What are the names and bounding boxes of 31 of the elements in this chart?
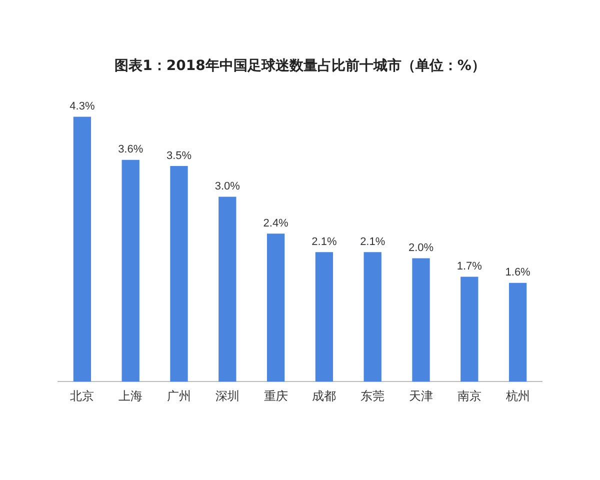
bar [364, 252, 382, 382]
data-label: 3.6% [118, 144, 144, 156]
x-tick-label: 成都 [312, 388, 336, 403]
chart-title: 图表1：2018年中国足球迷数量占比前十城市（单位：%） [114, 57, 486, 74]
data-label: 2.1% [312, 236, 337, 248]
x-tick-label: 上海 [118, 388, 143, 403]
bar [73, 116, 92, 382]
data-label: 1.6% [505, 266, 531, 279]
x-tick-label: 北京 [70, 388, 94, 403]
data-label: 2.1% [360, 236, 386, 248]
data-label: 1.7% [456, 260, 482, 273]
bar [218, 196, 236, 382]
data-label: 2.4% [263, 218, 289, 230]
bar [315, 252, 334, 382]
x-tick-label: 杭州 [504, 388, 530, 403]
bar [266, 234, 285, 382]
bar [460, 276, 478, 382]
data-label: 4.3% [70, 100, 95, 113]
bar [412, 258, 430, 382]
x-tick-label: 广州 [167, 388, 191, 403]
x-tick-label: 南京 [457, 388, 482, 403]
x-tick-label: 重庆 [264, 388, 288, 403]
bar [170, 166, 188, 382]
data-label: 2.0% [408, 242, 434, 254]
bar [508, 282, 527, 382]
data-label: 3.0% [214, 180, 240, 193]
bar [122, 160, 140, 382]
data-label: 3.5% [166, 150, 192, 162]
x-tick-label: 天津 [409, 388, 433, 403]
x-tick-label: 东莞 [360, 388, 385, 403]
x-tick-label: 深圳 [215, 388, 240, 403]
